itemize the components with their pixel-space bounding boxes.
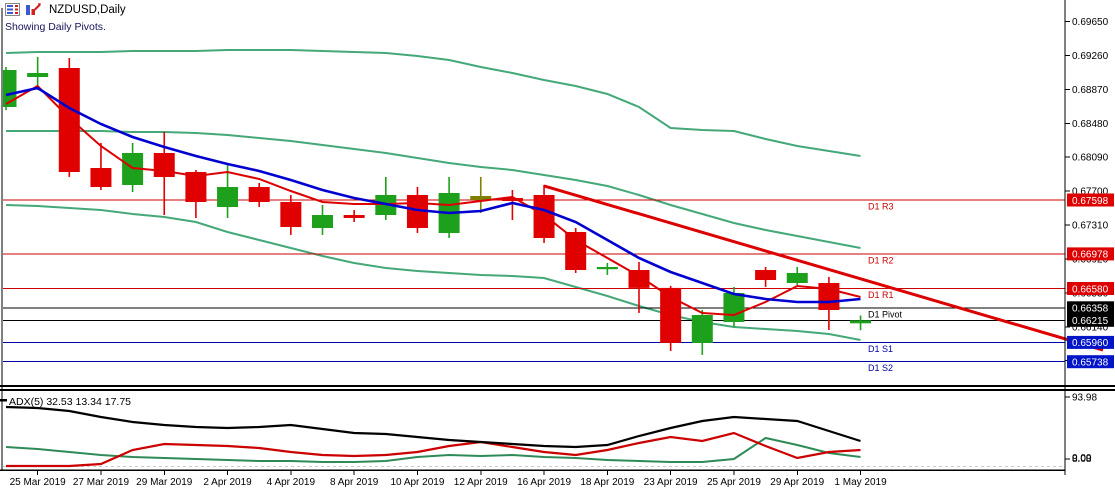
candle-body [280, 202, 302, 227]
adx-main-line [5, 405, 861, 449]
candle-body [58, 68, 80, 172]
candle-body [3, 70, 17, 107]
candle-body [248, 187, 270, 202]
price-tick-label: 0.66140 [1072, 322, 1109, 333]
adx-axis-max-label: 93.98 [1072, 393, 1097, 404]
price-tick-label: 0.69650 [1072, 17, 1109, 28]
date-tick-label: 18 Apr 2019 [580, 477, 634, 488]
price-level-box-label: 0.66215 [1072, 316, 1109, 327]
candle-body [27, 73, 49, 77]
adx-plus-di-line [5, 436, 861, 463]
adx-minus-di-line [6, 431, 861, 468]
price-axis: 0.69650 0.69260 0.68870 0.68480 0.68090 0.677… [1065, 17, 1114, 369]
date-tick-label: 12 Apr 2019 [454, 477, 508, 488]
chart-window-icon [5, 3, 21, 17]
candle-body [565, 232, 587, 270]
date-tick-label: 29 Mar 2019 [136, 477, 193, 488]
candle-body [501, 198, 523, 201]
moving-averages [5, 84, 861, 317]
envelope-lower-line [5, 204, 861, 341]
price-level-box [1067, 282, 1114, 295]
price-level-box-label: 0.65960 [1072, 338, 1109, 349]
date-tick-label: 1 May 2019 [834, 477, 887, 488]
slow-ma-line [5, 86, 861, 304]
candle-body [628, 270, 650, 288]
candle-body [818, 283, 840, 310]
candlestick-series [3, 56, 872, 355]
indicator-window-marker[interactable] [0, 399, 7, 402]
date-tick-label: 25 Apr 2019 [707, 477, 761, 488]
price-tick-label: 0.68480 [1072, 119, 1109, 130]
envelope-bands [5, 49, 861, 341]
price-level-box-label: 0.66978 [1072, 250, 1109, 261]
date-tick-label: 10 Apr 2019 [390, 477, 444, 488]
candle-body [850, 320, 872, 324]
indicator-label: ADX(5) 32.53 13.34 17.75 [9, 396, 131, 408]
candle-body [90, 168, 112, 187]
candle-body [343, 215, 365, 218]
chart-comment: Showing Daily Pivots. [5, 21, 106, 33]
panel-separator [0, 385, 1115, 387]
pivot-level-label: D1 R1 [868, 290, 894, 300]
candle-body [470, 196, 492, 200]
candle-body [755, 270, 777, 280]
envelope-middle-line [6, 130, 861, 249]
date-tick-label: 23 Apr 2019 [644, 477, 698, 488]
chart-header: NZDUSD,Daily [5, 3, 126, 17]
bar-chart-icon [25, 3, 41, 17]
descending-trendline[interactable] [543, 184, 1104, 352]
adx-axis-min-label: 8.08 [1072, 454, 1092, 465]
candle-body [533, 195, 555, 238]
candle-body [723, 293, 745, 322]
price-tick-label: 0.67700 [1072, 187, 1109, 198]
candle-body [660, 287, 682, 343]
date-tick-label: 2 Apr 2019 [203, 477, 252, 488]
candle-body [217, 187, 239, 207]
price-tick-label: 0.67310 [1072, 221, 1109, 232]
chart-frame [0, 0, 1115, 475]
candle-body [691, 315, 713, 343]
symbol-period-title: NZDUSD,Daily [49, 4, 126, 16]
date-tick-label: 25 Mar 2019 [10, 477, 67, 488]
price-level-box [1067, 335, 1114, 349]
candle-body [185, 172, 207, 202]
price-level-box [1067, 247, 1114, 261]
candle-body [596, 267, 618, 270]
candle-body [312, 215, 333, 228]
price-level-box-label: 0.67598 [1072, 196, 1109, 207]
pivot-level-label: D1 R2 [868, 255, 894, 265]
date-axis: 25 Mar 2019 27 Mar 2019 29 Mar 2019 2 Apr 2… [10, 470, 887, 488]
price-level-box [1067, 301, 1114, 315]
price-tick-label: 0.68870 [1072, 85, 1109, 96]
fast-ma-line [5, 84, 861, 317]
price-level-box-label: 0.65738 [1072, 358, 1109, 369]
date-tick-label: 27 Mar 2019 [73, 477, 130, 488]
pivot-level-label: D1 S1 [868, 344, 893, 354]
price-tick-label: 0.68090 [1072, 153, 1109, 164]
date-tick-label: 8 Apr 2019 [330, 477, 379, 488]
candle-body [786, 273, 808, 283]
adx-panel: ADX(5) 32.53 13.34 17.75 93.98 8.080.00 [0, 393, 1097, 468]
adx-axis-min-label: 0.00 [1072, 453, 1092, 464]
envelope-upper-line [5, 49, 861, 157]
price-level-box [1067, 355, 1114, 369]
pivot-level-label: D1 S2 [868, 363, 893, 373]
price-level-box-label: 0.66358 [1072, 304, 1109, 315]
pivot-level-label: D1 R3 [868, 202, 894, 212]
pivot-lines: D1 R3 D1 R2 D1 R1 D1 Pivot D1 S1 D1 S2 [3, 199, 1065, 373]
price-tick-label: 0.69260 [1072, 51, 1109, 62]
date-tick-label: 4 Apr 2019 [267, 477, 316, 488]
date-tick-label: 16 Apr 2019 [517, 477, 571, 488]
panel-separator-handle[interactable] [0, 389, 1115, 391]
price-level-box [1067, 193, 1114, 207]
price-level-box-label: 0.66580 [1072, 284, 1109, 295]
price-level-box [1067, 313, 1114, 327]
date-tick-label: 29 Apr 2019 [770, 477, 824, 488]
candle-body [153, 153, 175, 177]
pivot-level-label: D1 Pivot [868, 309, 903, 319]
